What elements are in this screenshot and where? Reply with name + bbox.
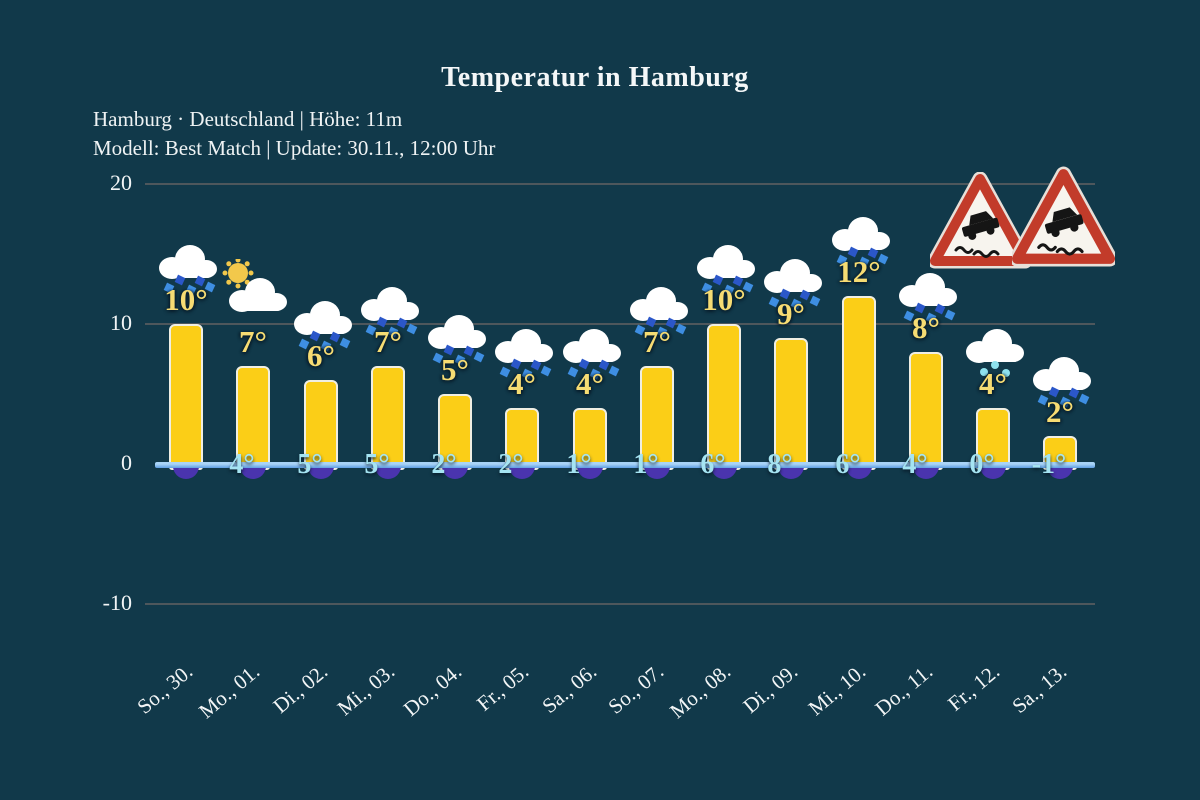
baseline-arc-marker bbox=[711, 466, 737, 479]
rain-cloud-icon bbox=[1029, 352, 1095, 401]
temp-bar bbox=[774, 338, 808, 470]
max-temp-label: 7° bbox=[374, 324, 402, 359]
min-temp-label: 6° bbox=[700, 449, 726, 480]
y-axis-tick-label: 10 bbox=[110, 310, 132, 335]
chart-title: Temperatur in Hamburg bbox=[441, 62, 749, 93]
min-temp-label: 4° bbox=[229, 449, 255, 480]
y-axis-tick-label: 20 bbox=[110, 170, 132, 195]
baseline-arc-marker bbox=[442, 466, 468, 479]
rain-cloud-icon bbox=[491, 324, 557, 373]
max-temp-label: 5° bbox=[441, 352, 469, 387]
baseline-arc-marker bbox=[173, 466, 199, 479]
drizzle-cloud-icon bbox=[962, 324, 1028, 373]
min-temp-label: 1° bbox=[633, 449, 659, 480]
min-temp-label: 2° bbox=[431, 449, 457, 480]
temp-bar bbox=[573, 408, 607, 470]
temp-bar bbox=[909, 352, 943, 470]
max-temp-label: 7° bbox=[239, 324, 267, 359]
y-axis-tick-label: 0 bbox=[121, 450, 132, 475]
rain-cloud-icon bbox=[693, 240, 759, 289]
min-temp-label: 0° bbox=[969, 449, 995, 480]
min-temp-label: 2° bbox=[498, 449, 524, 480]
zero-baseline bbox=[155, 462, 1095, 468]
min-temp-label: 6° bbox=[835, 449, 861, 480]
max-temp-label: 12° bbox=[837, 254, 881, 289]
baseline-arc-marker bbox=[240, 466, 266, 479]
max-temp-label: 9° bbox=[777, 296, 805, 331]
rain-cloud-icon bbox=[626, 282, 692, 331]
gridline-20 bbox=[145, 183, 1095, 185]
temp-bar bbox=[371, 366, 405, 470]
rain-cloud-icon bbox=[828, 212, 894, 261]
gridline--10 bbox=[145, 603, 1095, 605]
chart-subtitle: Hamburg · Deutschland | Höhe: 11m Modell… bbox=[93, 105, 495, 163]
temp-bar bbox=[842, 296, 876, 470]
temp-bar bbox=[640, 366, 674, 470]
max-temp-label: 6° bbox=[307, 338, 335, 373]
baseline-arc-marker bbox=[846, 466, 872, 479]
max-temp-label: 10° bbox=[702, 282, 746, 317]
baseline-arc-marker bbox=[644, 466, 670, 479]
baseline-arc-marker bbox=[980, 466, 1006, 479]
baseline-arc-marker bbox=[1047, 466, 1073, 479]
baseline-arc-marker bbox=[913, 466, 939, 479]
rain-cloud-icon bbox=[559, 324, 625, 373]
location-line: Hamburg · Deutschland | Höhe: 11m bbox=[93, 107, 403, 131]
max-temp-label: 4° bbox=[508, 366, 536, 401]
min-temp-label: 1° bbox=[566, 449, 592, 480]
drizzle-drop-icon bbox=[1002, 369, 1010, 377]
slippery-road-sign bbox=[1012, 166, 1115, 267]
baseline-arc-marker bbox=[778, 466, 804, 479]
temp-bar bbox=[438, 394, 472, 470]
min-temp-label: 8° bbox=[767, 449, 793, 480]
temp-bar bbox=[169, 324, 203, 470]
drizzle-drop-icon bbox=[991, 361, 999, 369]
max-temp-label: 7° bbox=[643, 324, 671, 359]
model-line: Modell: Best Match | Update: 30.11., 12:… bbox=[93, 136, 496, 160]
temp-bar bbox=[707, 324, 741, 470]
slippery-road-sign bbox=[930, 172, 1030, 269]
y-axis-tick-label: -10 bbox=[102, 590, 132, 615]
sun-cloud-icon bbox=[217, 257, 291, 322]
baseline-arc-marker bbox=[375, 466, 401, 479]
min-temp-label: 5° bbox=[297, 449, 323, 480]
max-temp-label: 2° bbox=[1046, 394, 1074, 429]
temp-bar bbox=[976, 408, 1010, 470]
baseline-arc-marker bbox=[509, 466, 535, 479]
rain-cloud-icon bbox=[290, 296, 356, 345]
rain-cloud-icon bbox=[155, 240, 221, 289]
gridline-10 bbox=[145, 323, 1095, 325]
min-temp-label: -1° bbox=[1031, 449, 1067, 480]
max-temp-label: 8° bbox=[912, 310, 940, 345]
rain-cloud-icon bbox=[357, 282, 423, 331]
rain-cloud-icon bbox=[424, 310, 490, 359]
max-temp-label: 10° bbox=[164, 282, 208, 317]
rain-cloud-icon bbox=[895, 268, 961, 317]
baseline-arc-marker bbox=[308, 466, 334, 479]
drizzle-drop-icon bbox=[980, 368, 988, 376]
min-temp-label: 5° bbox=[364, 449, 390, 480]
max-temp-label: 4° bbox=[576, 366, 604, 401]
min-temp-label: 4° bbox=[902, 449, 928, 480]
max-temp-label: 4° bbox=[979, 366, 1007, 401]
rain-cloud-icon bbox=[760, 254, 826, 303]
baseline-arc-marker bbox=[577, 466, 603, 479]
temp-bar bbox=[236, 366, 270, 470]
